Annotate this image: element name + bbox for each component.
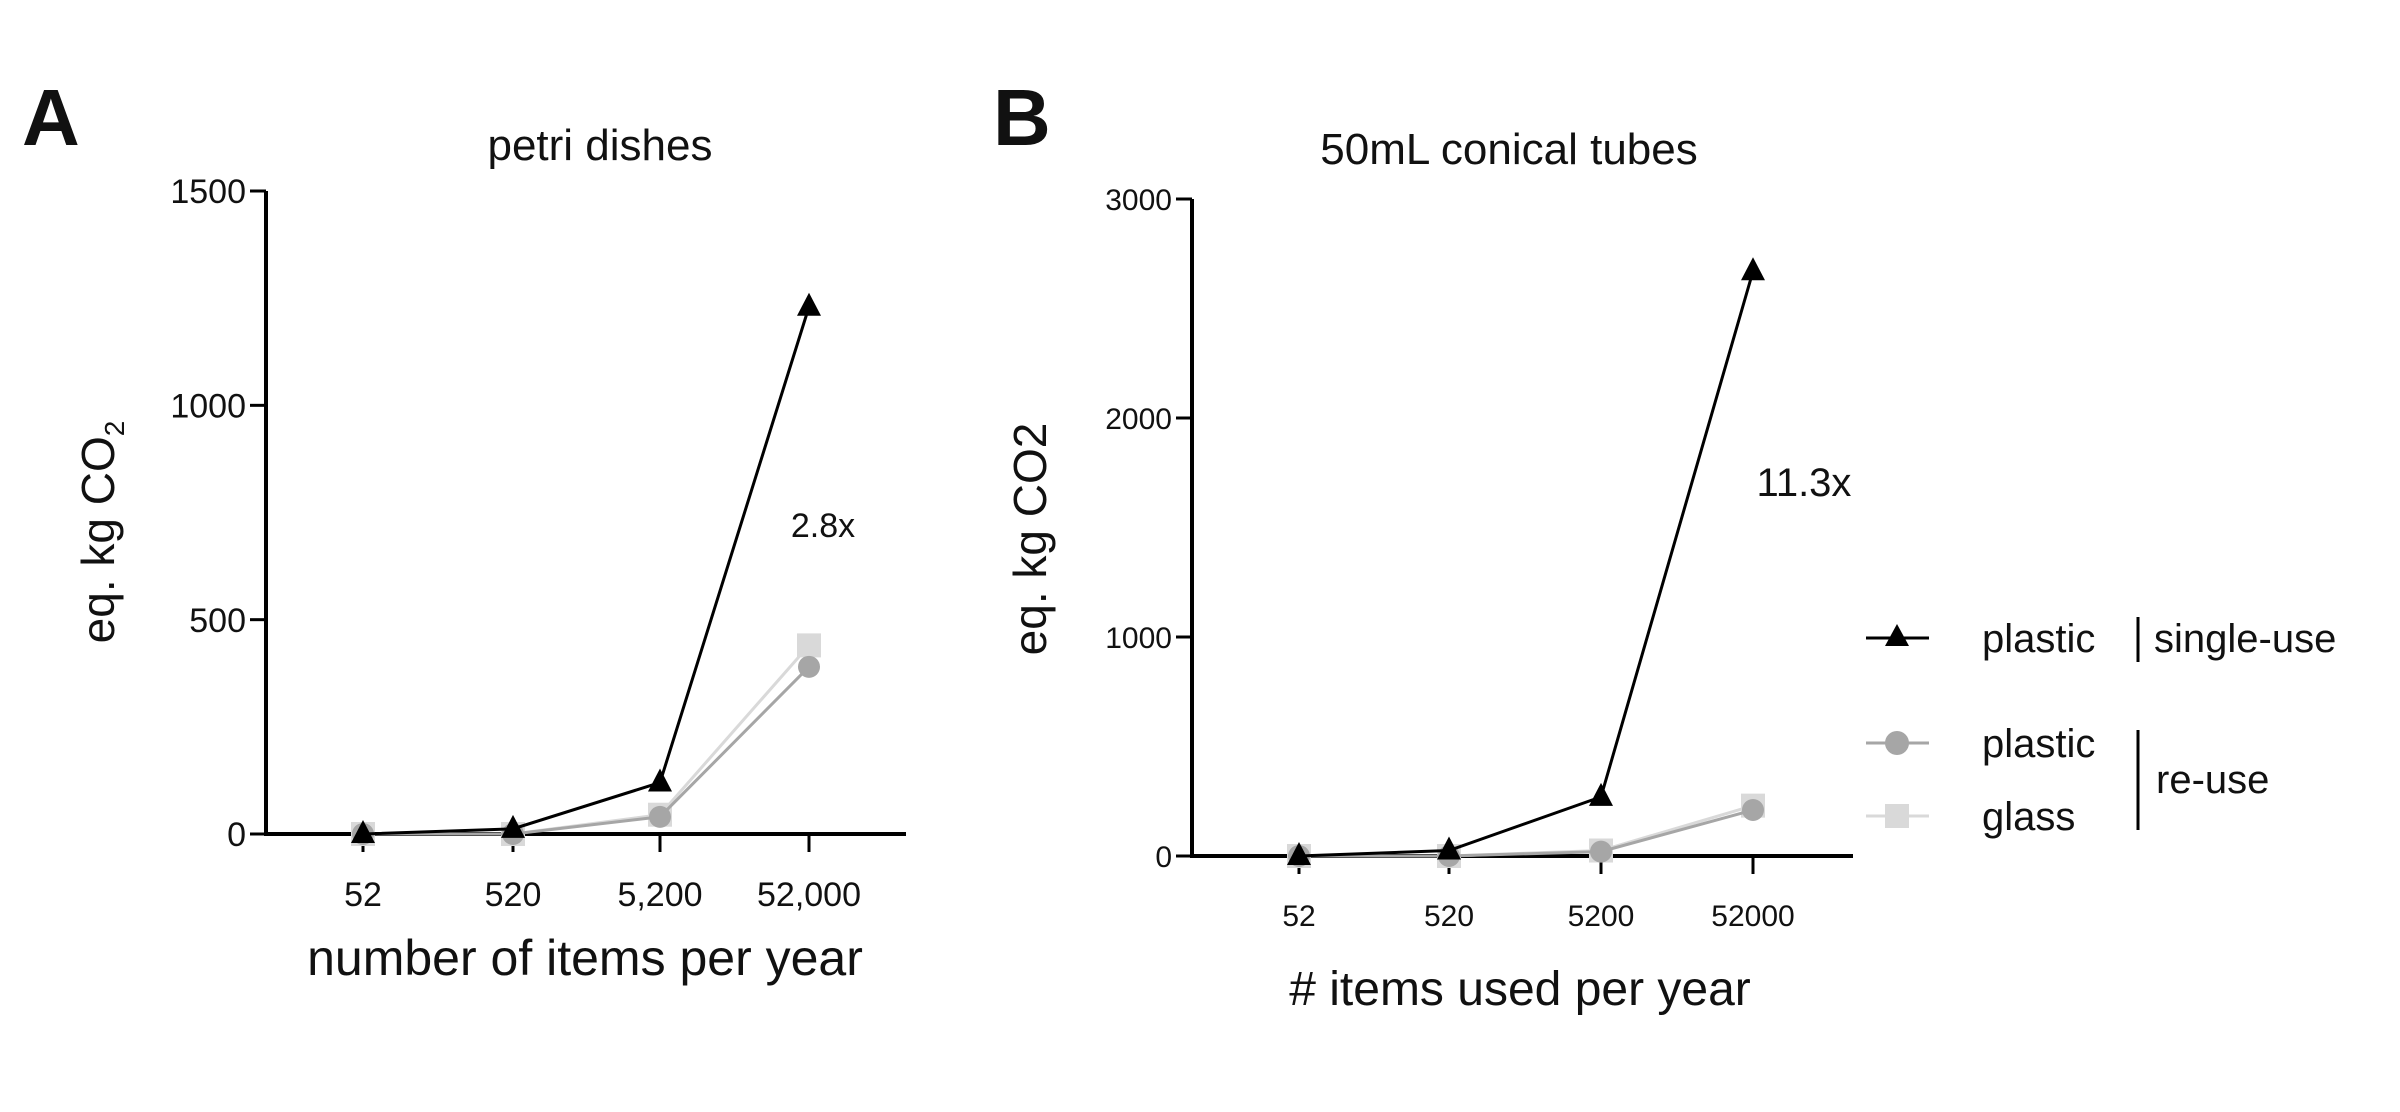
- y-tick-label: 3000: [1105, 184, 1172, 217]
- series-line: [362, 306, 811, 836]
- y-axis-label: eq. kg CO2: [72, 421, 130, 644]
- legend-reuse-plastic: plastic: [1982, 722, 2095, 766]
- data-point-triangle: [1741, 257, 1765, 281]
- y-axis-label-text: eq. kg CO: [72, 436, 124, 643]
- x-tick-label: 52000: [1711, 900, 1794, 933]
- data-point-triangle: [797, 292, 821, 316]
- data-point-triangle: [351, 820, 375, 843]
- panel-label: A: [22, 73, 80, 162]
- legend-triangle-marker: [1885, 624, 1909, 646]
- x-tick-label: 52: [344, 876, 382, 914]
- data-point-triangle: [1589, 782, 1613, 806]
- x-tick-label: 520: [485, 876, 542, 914]
- y-tick-label: 1000: [1105, 622, 1172, 655]
- y-tick-label: 1500: [170, 173, 246, 211]
- series-line: [1298, 270, 1755, 858]
- y-tick-label: 2000: [1105, 403, 1172, 436]
- fold-change-annotation: 11.3x: [1757, 461, 1852, 505]
- series-circle: [352, 655, 820, 845]
- data-point-triangle: [648, 768, 672, 792]
- series-square: [351, 633, 821, 846]
- fold-change-annotation: 2.8x: [791, 507, 855, 545]
- y-tick-label: 1000: [170, 388, 246, 426]
- data-point-triangle: [1437, 836, 1461, 860]
- series-triangle: [1287, 257, 1765, 865]
- series-line: [363, 665, 811, 836]
- data-point-triangle: [501, 814, 525, 838]
- data-point-triangle: [1287, 842, 1311, 865]
- chart-title: petri dishes: [487, 121, 712, 170]
- chart-title: 50mL conical tubes: [1320, 125, 1697, 174]
- legend-circle-marker: [1885, 731, 1909, 755]
- legend: plastic single-use plastic glass re-use: [1866, 617, 2336, 839]
- y-tick-label: 0: [227, 816, 246, 854]
- legend-single-use-label: single-use: [2154, 617, 2336, 661]
- y-axis-label-text: eq. kg CO2: [1004, 423, 1056, 656]
- data-point-circle: [798, 655, 820, 678]
- x-axis-label: # items used per year: [1289, 963, 1751, 1016]
- series-line: [1299, 808, 1754, 858]
- data-point-circle: [1590, 840, 1612, 863]
- legend-single-use-material: plastic: [1982, 617, 2095, 661]
- x-tick-label: 520: [1424, 900, 1474, 933]
- x-tick-label: 52,000: [757, 876, 861, 914]
- panel-label: B: [993, 73, 1051, 162]
- data-point-square: [797, 633, 821, 658]
- y-axis-label: eq. kg CO2: [1004, 423, 1056, 656]
- y-axis-label-subscript: 2: [99, 421, 130, 437]
- legend-reuse-glass: glass: [1982, 795, 2075, 839]
- y-tick-label: 500: [189, 602, 246, 640]
- x-tick-label: 5200: [1568, 900, 1635, 933]
- series-triangle: [351, 292, 821, 843]
- x-tick-label: 52: [1282, 900, 1315, 933]
- x-tick-label: 5,200: [617, 876, 702, 914]
- y-tick-label: 0: [1155, 841, 1172, 874]
- series-line: [1299, 804, 1754, 858]
- legend-square-marker: [1885, 804, 1909, 828]
- panel-b: B 50mL conical tubes 0 1000 2000 3000 52 520 520…: [993, 73, 1853, 1016]
- data-point-circle: [649, 805, 671, 828]
- x-axis-label: number of items per year: [307, 930, 863, 986]
- data-point-circle: [1742, 799, 1764, 822]
- legend-reuse-label: re-use: [2156, 758, 2269, 802]
